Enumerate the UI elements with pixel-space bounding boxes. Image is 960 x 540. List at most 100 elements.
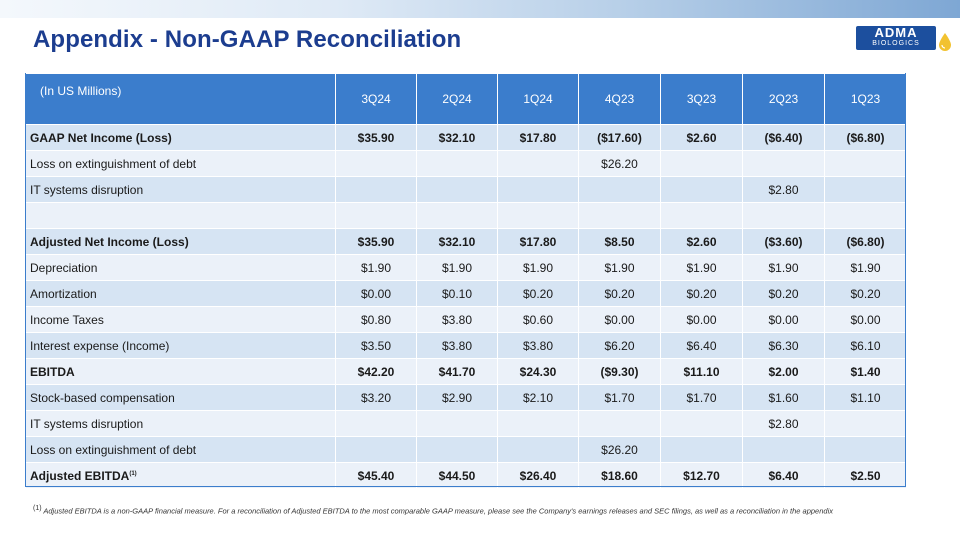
table-cell: $3.80 [416, 332, 498, 359]
table-cell: $41.70 [416, 358, 498, 385]
table-cell: $2.80 [742, 410, 825, 437]
column-header: 1Q24 [497, 73, 579, 125]
table-cell [742, 202, 825, 229]
table-row: IT systems disruption $2.80 [25, 410, 907, 437]
table-cell: ($6.80) [824, 228, 907, 255]
table-cell: $1.10 [824, 384, 907, 411]
table-cell: $2.60 [660, 228, 743, 255]
drop-icon [939, 33, 951, 51]
table-cell: ($9.30) [578, 358, 661, 385]
table-cell: $2.10 [497, 384, 579, 411]
table-cell [416, 410, 498, 437]
table-cell [335, 150, 417, 177]
table-cell: $35.90 [335, 124, 417, 151]
table-cell: $26.40 [497, 462, 579, 489]
table-cell: $0.20 [660, 280, 743, 307]
table-cell: $1.90 [742, 254, 825, 281]
row-label: IT systems disruption [25, 410, 336, 437]
table-cell: $26.20 [578, 436, 661, 463]
row-label: Income Taxes [25, 306, 336, 333]
table-cell: $17.80 [497, 228, 579, 255]
table-row [25, 202, 907, 229]
table-cell: $12.70 [660, 462, 743, 489]
table-row: Adjusted Net Income (Loss) $35.90 $32.10 $1… [25, 228, 907, 255]
table-cell: $11.10 [660, 358, 743, 385]
table-row: Income Taxes $0.80 $3.80 $0.60 $0.00 $0.00 $0.… [25, 306, 907, 333]
table-cell: ($17.60) [578, 124, 661, 151]
row-label: Adjusted EBITDA(1) [25, 462, 336, 489]
table-cell [742, 150, 825, 177]
table-cell: $8.50 [578, 228, 661, 255]
table-cell: $0.20 [742, 280, 825, 307]
table-cell [416, 176, 498, 203]
table-cell: $6.10 [824, 332, 907, 359]
table-cell [578, 176, 661, 203]
row-label-text: IT systems disruption [30, 416, 144, 431]
table-cell [824, 436, 907, 463]
reconciliation-table: (In US Millions) 3Q24 2Q24 1Q24 4Q23 3Q23 2Q2… [25, 73, 907, 489]
table-cell [660, 436, 743, 463]
column-header: 4Q23 [578, 73, 661, 125]
table-cell: $1.90 [335, 254, 417, 281]
row-label: Amortization [25, 280, 336, 307]
table-cell [824, 202, 907, 229]
table-cell: $0.60 [497, 306, 579, 333]
table-cell: $3.50 [335, 332, 417, 359]
row-label: Adjusted Net Income (Loss) [25, 228, 336, 255]
table-cell: $1.40 [824, 358, 907, 385]
row-label-text: Adjusted EBITDA [30, 468, 130, 483]
table-cell: $1.90 [416, 254, 498, 281]
table-cell: $24.30 [497, 358, 579, 385]
table-cell: $6.20 [578, 332, 661, 359]
company-logo: ADMA BIOLOGICS [852, 22, 956, 54]
table-cell [660, 176, 743, 203]
table-cell [824, 176, 907, 203]
row-label: Depreciation [25, 254, 336, 281]
table-cell: $1.90 [497, 254, 579, 281]
table-cell: $0.20 [497, 280, 579, 307]
table-cell [497, 150, 579, 177]
table-cell: $1.70 [660, 384, 743, 411]
table-cell [660, 150, 743, 177]
row-label-text: Loss on extinguishment of debt [30, 442, 197, 457]
table-cell: $6.40 [660, 332, 743, 359]
table-row: Loss on extinguishment of debt $26.20 [25, 436, 907, 463]
table-cell: $0.20 [578, 280, 661, 307]
table-cell [742, 436, 825, 463]
table-row: Amortization $0.00 $0.10 $0.20 $0.20 $0.20 $0.… [25, 280, 907, 307]
table-cell: $1.90 [660, 254, 743, 281]
table-cell: $2.80 [742, 176, 825, 203]
row-label: Interest expense (Income) [25, 332, 336, 359]
logo-wordmark: ADMA [874, 25, 918, 40]
column-header: 1Q23 [824, 73, 907, 125]
footnote-marker: (1) [33, 505, 42, 512]
table-cell: $18.60 [578, 462, 661, 489]
table-row: GAAP Net Income (Loss) $35.90 $32.10 $17.80… [25, 124, 907, 151]
row-label: Loss on extinguishment of debt [25, 436, 336, 463]
row-label-text: Amortization [30, 286, 97, 301]
row-label-text: EBITDA [30, 364, 75, 379]
table-cell: $45.40 [335, 462, 417, 489]
column-header: 2Q24 [416, 73, 498, 125]
table-row: Interest expense (Income) $3.50 $3.80 $3.80… [25, 332, 907, 359]
table-cell [497, 410, 579, 437]
table-cell: $0.00 [824, 306, 907, 333]
top-banner [0, 0, 960, 18]
table-cell [335, 202, 417, 229]
row-label-text: GAAP Net Income (Loss) [30, 130, 172, 145]
table-cell: $0.00 [742, 306, 825, 333]
table-cell [660, 410, 743, 437]
table-cell: $3.20 [335, 384, 417, 411]
logo-subtitle: BIOLOGICS [872, 40, 920, 47]
row-label: Loss on extinguishment of debt [25, 150, 336, 177]
table-cell: $2.50 [824, 462, 907, 489]
table-cell [497, 202, 579, 229]
table-cell: $2.90 [416, 384, 498, 411]
table-cell: $0.10 [416, 280, 498, 307]
row-label-text: Income Taxes [30, 312, 104, 327]
column-header: 2Q23 [742, 73, 825, 125]
row-label [25, 202, 336, 229]
table-cell: $2.00 [742, 358, 825, 385]
row-label-text: Adjusted Net Income (Loss) [30, 234, 189, 249]
table-cell: ($3.60) [742, 228, 825, 255]
